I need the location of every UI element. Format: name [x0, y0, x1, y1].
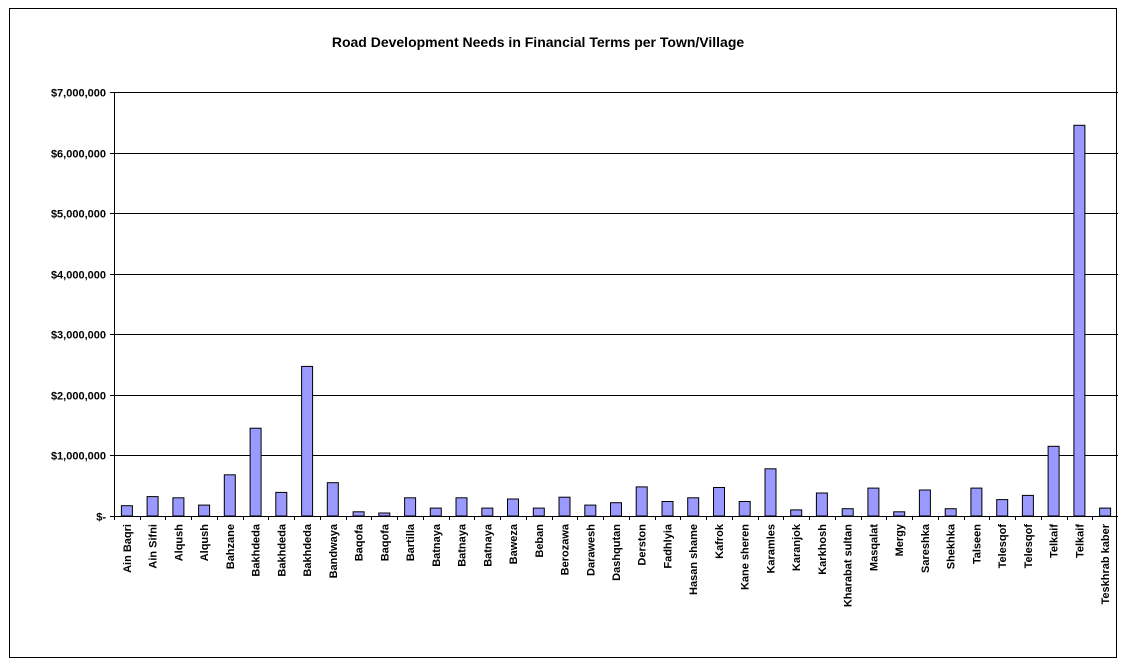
bar: [713, 487, 725, 517]
bar: [841, 508, 854, 517]
x-tick-label: Kane sheren: [740, 524, 752, 590]
x-tick-label: Bakhdeda: [251, 523, 263, 576]
x-tick-label: Bartilla: [405, 523, 417, 561]
bar: [558, 496, 571, 517]
x-tick-label: Kharabat sultan: [843, 524, 855, 607]
x-tick-label: Karamles: [766, 524, 778, 574]
x-tick-label: Bahzane: [225, 524, 237, 569]
x-tick-label: Karkhosh: [817, 524, 829, 575]
bar: [481, 507, 494, 517]
x-tick-label: Hasan shame: [688, 524, 700, 595]
x-tick-label: Alqush: [173, 524, 185, 562]
bar: [738, 501, 751, 517]
x-tick-label: Bandwaya: [328, 523, 340, 578]
bar: [1021, 494, 1034, 517]
bar: [404, 497, 417, 517]
bar-chart: Road Development Needs in Financial Term…: [51, 34, 1118, 607]
bar: [378, 512, 391, 517]
x-tick-label: Karanjok: [791, 523, 803, 571]
bar: [944, 508, 957, 517]
bar: [507, 498, 519, 517]
bars: [120, 124, 1112, 517]
x-tick-label: Bakhdeda: [302, 523, 314, 576]
bar: [764, 468, 777, 517]
x-tick-label: Telesqof: [1023, 524, 1035, 569]
bar: [429, 507, 442, 517]
x-tick-labels: Ain Baqri Ain Sifni Alqush Alqush Bahzane Bak…: [122, 523, 1112, 607]
bar: [610, 502, 622, 517]
bar: [301, 365, 314, 517]
y-tick-labels: $- $1,000,000 $2,000,000 $3,000,000 $4,000,0…: [51, 88, 106, 524]
bar: [996, 499, 1009, 517]
bar: [918, 489, 931, 517]
gridlines: [114, 92, 1118, 456]
x-tick-label: Derston: [637, 524, 649, 566]
bar: [172, 497, 185, 517]
bar: [120, 505, 133, 517]
bar: [146, 496, 159, 517]
y-tick-label: $1,000,000: [51, 451, 106, 463]
y-tick-label: $6,000,000: [51, 149, 106, 161]
y-tick-label: $7,000,000: [51, 88, 106, 100]
x-tick-label: Talseen: [971, 524, 983, 564]
x-tick-label: Telkaif: [1049, 524, 1061, 558]
bar: [455, 497, 468, 517]
y-tick-label: $4,000,000: [51, 270, 106, 282]
bar: [815, 492, 828, 517]
bar: [970, 487, 983, 517]
x-tick-label: Kafrok: [714, 523, 726, 559]
bar: [223, 474, 236, 517]
bar: [1099, 507, 1112, 517]
y-tick-label: $3,000,000: [51, 330, 106, 342]
y-tick-label: $2,000,000: [51, 391, 106, 403]
bar: [352, 511, 365, 517]
bar: [687, 497, 700, 517]
x-tick-label: Baweza: [508, 523, 520, 564]
bar: [661, 501, 674, 517]
x-tick-label: Baqofa: [379, 523, 391, 561]
x-tick-label: Dashqutan: [611, 524, 623, 581]
x-tick-label: Darawesh: [585, 524, 597, 576]
y-tick-label: $-: [96, 512, 106, 524]
bar: [1073, 124, 1086, 517]
x-tick-label: Beban: [534, 524, 546, 558]
x-tick-label: Shekhka: [946, 523, 958, 569]
x-tick-label: Baqofa: [354, 523, 366, 561]
x-tick-label: Ain Sifni: [148, 524, 160, 569]
x-tick-label: Batnaya: [431, 523, 443, 567]
bar: [198, 504, 211, 517]
x-tick-label: Telesqof: [997, 524, 1009, 569]
chart-frame: Road Development Needs in Financial Term…: [9, 8, 1118, 658]
x-tick-label: Sareshka: [920, 523, 932, 573]
x-tick-label: Fadhlyia: [663, 523, 675, 569]
bar: [275, 491, 288, 517]
x-tick-label: Bakhdeda: [276, 523, 288, 576]
x-tick-label: Ain Baqri: [122, 524, 134, 573]
x-tick-label: Batnaya: [457, 523, 469, 567]
bar: [790, 509, 803, 517]
bar: [249, 427, 262, 517]
bar: [893, 511, 906, 517]
x-tick-label: Teskhrab kaber: [1100, 523, 1112, 604]
x-tick-label: Berozawa: [560, 523, 572, 575]
chart-title: Road Development Needs in Financial Term…: [332, 34, 745, 50]
axes: [110, 92, 1118, 520]
x-tick-label: Masqalat: [868, 524, 880, 571]
x-tick-label: Telkaif: [1074, 524, 1086, 558]
x-tick-label: Batnaya: [482, 523, 494, 567]
bar: [532, 507, 545, 517]
bar: [635, 486, 648, 517]
bar: [1047, 445, 1060, 517]
x-tick-label: Alqush: [199, 524, 211, 562]
y-tick-label: $5,000,000: [51, 209, 106, 221]
x-tick-label: Mergy: [894, 523, 906, 556]
bar: [867, 487, 880, 517]
bar: [584, 504, 597, 517]
bar: [326, 482, 339, 517]
